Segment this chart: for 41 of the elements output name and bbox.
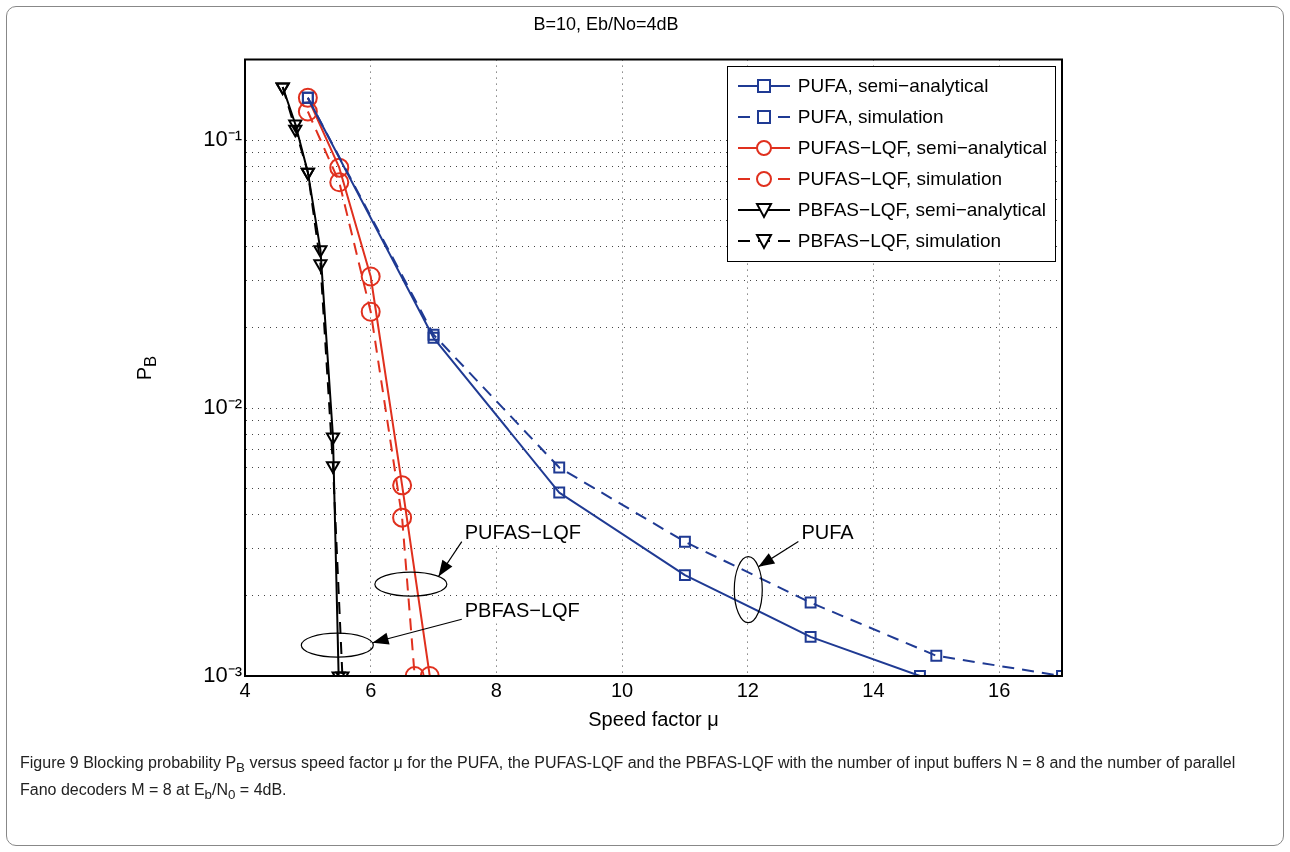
point [360, 266, 381, 287]
point [288, 119, 303, 132]
point [930, 649, 943, 662]
point [313, 245, 328, 258]
x-axis-title: Speed factor μ [588, 707, 719, 730]
point [360, 301, 381, 322]
legend-label: PBFAS−LQF, semi−analytical [797, 199, 1046, 222]
legend-label: PUFA, simulation [797, 106, 944, 129]
x-tick-label: 12 [736, 678, 759, 701]
annotation: PUFA [801, 521, 855, 544]
x-tick-label: 8 [490, 678, 502, 701]
point [329, 172, 350, 193]
annotation: PUFAS−LQF [464, 521, 581, 544]
point [325, 461, 341, 474]
point [313, 259, 328, 272]
legend-label: PUFA, semi−analytical [797, 75, 989, 98]
y-tick-label: 10⁻² [203, 394, 242, 420]
point [678, 535, 691, 548]
x-tick-label: 4 [239, 678, 251, 701]
legend-label: PUFAS−LQF, semi−analytical [797, 137, 1047, 160]
x-tick-label: 10 [610, 678, 634, 701]
y-tick-label: 10⁻¹ [203, 126, 242, 152]
point [392, 475, 413, 496]
y-tick-label: 10⁻³ [203, 662, 242, 688]
point [678, 569, 691, 582]
point [329, 157, 350, 178]
x-tick-label: 6 [365, 678, 377, 701]
legend-label: PBFAS−LQF, simulation [797, 230, 1002, 253]
point [553, 486, 566, 499]
annotation: PBFAS−LQF [464, 598, 580, 621]
point [553, 461, 566, 474]
chart-title: B=10, Eb/No=4dB [533, 13, 679, 34]
text: Figure 9 Blocking probability P$_{B}$ versus speed factor μ for the PUFA, the PUFAS-LQF and the PBFAS-LQF with the number of input buffers N = 8 and the number of parallel Fano decoders M = 8 at E$_{b}$/N$_{0}$ = 4dB. [20, 754, 1236, 803]
x-tick-label: 16 [988, 678, 1011, 701]
point [325, 432, 341, 446]
legend-label: PUFAS−LQF, simulation [797, 168, 1003, 191]
point [804, 596, 817, 609]
x-tick-label: 14 [862, 678, 885, 701]
point [288, 124, 303, 138]
point [392, 507, 413, 528]
point [804, 630, 817, 643]
